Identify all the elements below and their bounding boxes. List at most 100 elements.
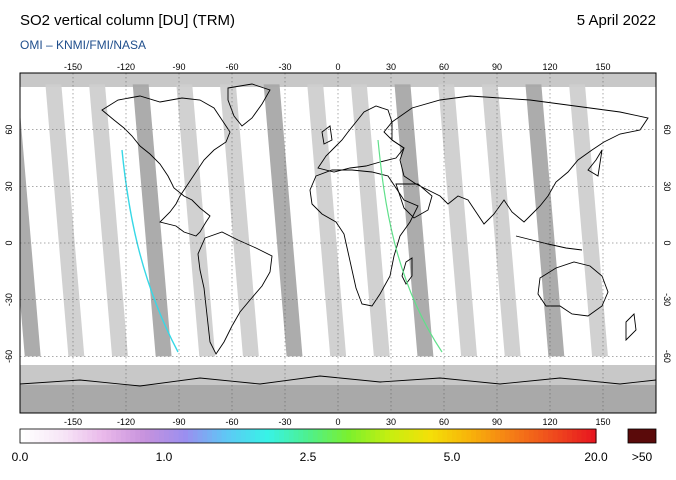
colorbar-swatch [245,429,251,443]
colorbar-swatch [471,429,477,443]
colorbar-swatch [466,429,472,443]
colorbar-swatch [68,429,74,443]
lon-tick-bottom: -30 [278,417,291,427]
colorbar-swatch [135,429,141,443]
colorbar-swatch [332,429,338,443]
colorbar-swatch [562,429,568,443]
colorbar-swatch [168,429,175,443]
lon-tick-top: 120 [542,62,557,72]
orbit-gap-swath [132,84,172,357]
track-artifact-west [121,149,179,353]
colorbar-swatch [202,429,208,443]
colorbar-swatch [456,429,463,443]
colorbar-swatch [279,429,285,443]
colorbar-swatch [274,429,280,443]
colorbar-swatch [96,429,103,443]
colorbar-swatch [308,429,314,443]
colorbar-swatch [44,429,50,443]
lon-tick-bottom: 90 [492,417,502,427]
lat-tick-right: 30 [662,181,672,191]
colorbar-swatch [48,429,55,443]
lon-tick-bottom: -90 [172,417,185,427]
colorbar-swatch [356,429,362,443]
lat-tick-right: 0 [662,240,672,245]
lat-tick-left: 0 [4,240,14,245]
colorbar-swatch [384,429,391,443]
colorbar-swatch [413,429,419,443]
lon-tick-top: 150 [595,62,610,72]
lon-tick-top: -30 [278,62,291,72]
colorbar-swatch [322,429,328,443]
colorbar-swatch [461,429,467,443]
colorbar-swatch [87,429,93,443]
colorbar-swatch [552,429,559,443]
madagascar-outline [401,257,413,285]
colorbar-swatch [572,429,578,443]
orbit-gaps [20,84,608,357]
map-frame [19,72,657,414]
lon-tick-bottom: -150 [64,417,82,427]
colorbar-label-4: 20.0 [584,450,608,464]
colorbar-swatch [312,429,319,443]
colorbar-swatch [581,429,587,443]
colorbar-swatch [500,429,506,443]
colorbar-swatch [149,429,155,443]
orbit-gap-swath [20,111,41,357]
colorbar-swatch [327,429,333,443]
orbit-gap-swath [263,84,303,357]
arabia-outline [395,183,433,219]
orbit-gap-swath [438,84,478,357]
colorbar-swatch [317,429,323,443]
colorbar-swatch [303,429,309,443]
colorbar-swatch [423,429,429,443]
colorbar-swatch [58,429,64,443]
orbit-gap-swath [394,84,434,357]
colorbar-swatch [159,429,165,443]
colorbar-swatch [250,429,256,443]
colorbar-swatch [346,429,352,443]
colorbar-swatch [264,429,271,443]
colorbar-swatch [341,429,347,443]
lat-tick-right: 60 [662,125,672,135]
colorbar-swatch [432,429,439,443]
colorbar-swatch [452,429,458,443]
colorbar-swatch [164,429,170,443]
colorbar-swatch [269,429,275,443]
colorbar-swatch [39,429,45,443]
colorbar-swatch [576,429,583,443]
lon-tick-top: 90 [492,62,502,72]
colorbar-swatch [548,429,554,443]
colorbar-swatch [240,429,247,443]
colorbar-swatch [437,429,443,443]
colorbar-swatch [106,429,112,443]
greenland-outline [227,83,271,127]
colorbar-swatch [418,429,424,443]
colorbar [19,428,657,444]
date-label: 5 April 2022 [576,12,656,29]
colorbar-swatch [447,429,453,443]
colorbar-swatch [125,429,131,443]
colorbar-swatch [231,429,237,443]
colorbar-swatch [514,429,520,443]
colorbar-label-1: 1.0 [155,450,173,464]
colorbar-swatch [586,429,592,443]
lon-tick-top: -90 [172,62,185,72]
asia-outline [391,95,649,225]
colorbar-swatch [192,429,199,443]
lat-tick-left: -30 [4,293,14,306]
lon-tick-bottom: 150 [595,417,610,427]
lon-tick-top: -150 [64,62,82,72]
colorbar-swatch [490,429,496,443]
colorbar-swatch [480,429,487,443]
colorbar-swatch [140,429,146,443]
colorbar-swatch [236,429,242,443]
lat-tick-right: -30 [662,293,672,306]
graticule [20,73,656,413]
colorbar-frame [19,428,597,444]
colorbar-swatch [509,429,515,443]
colorbar-label-2: 2.5 [299,450,317,464]
colorbar-swatch [528,429,535,443]
colorbar-swatch [351,429,357,443]
orbit-gap-swath [89,84,128,357]
